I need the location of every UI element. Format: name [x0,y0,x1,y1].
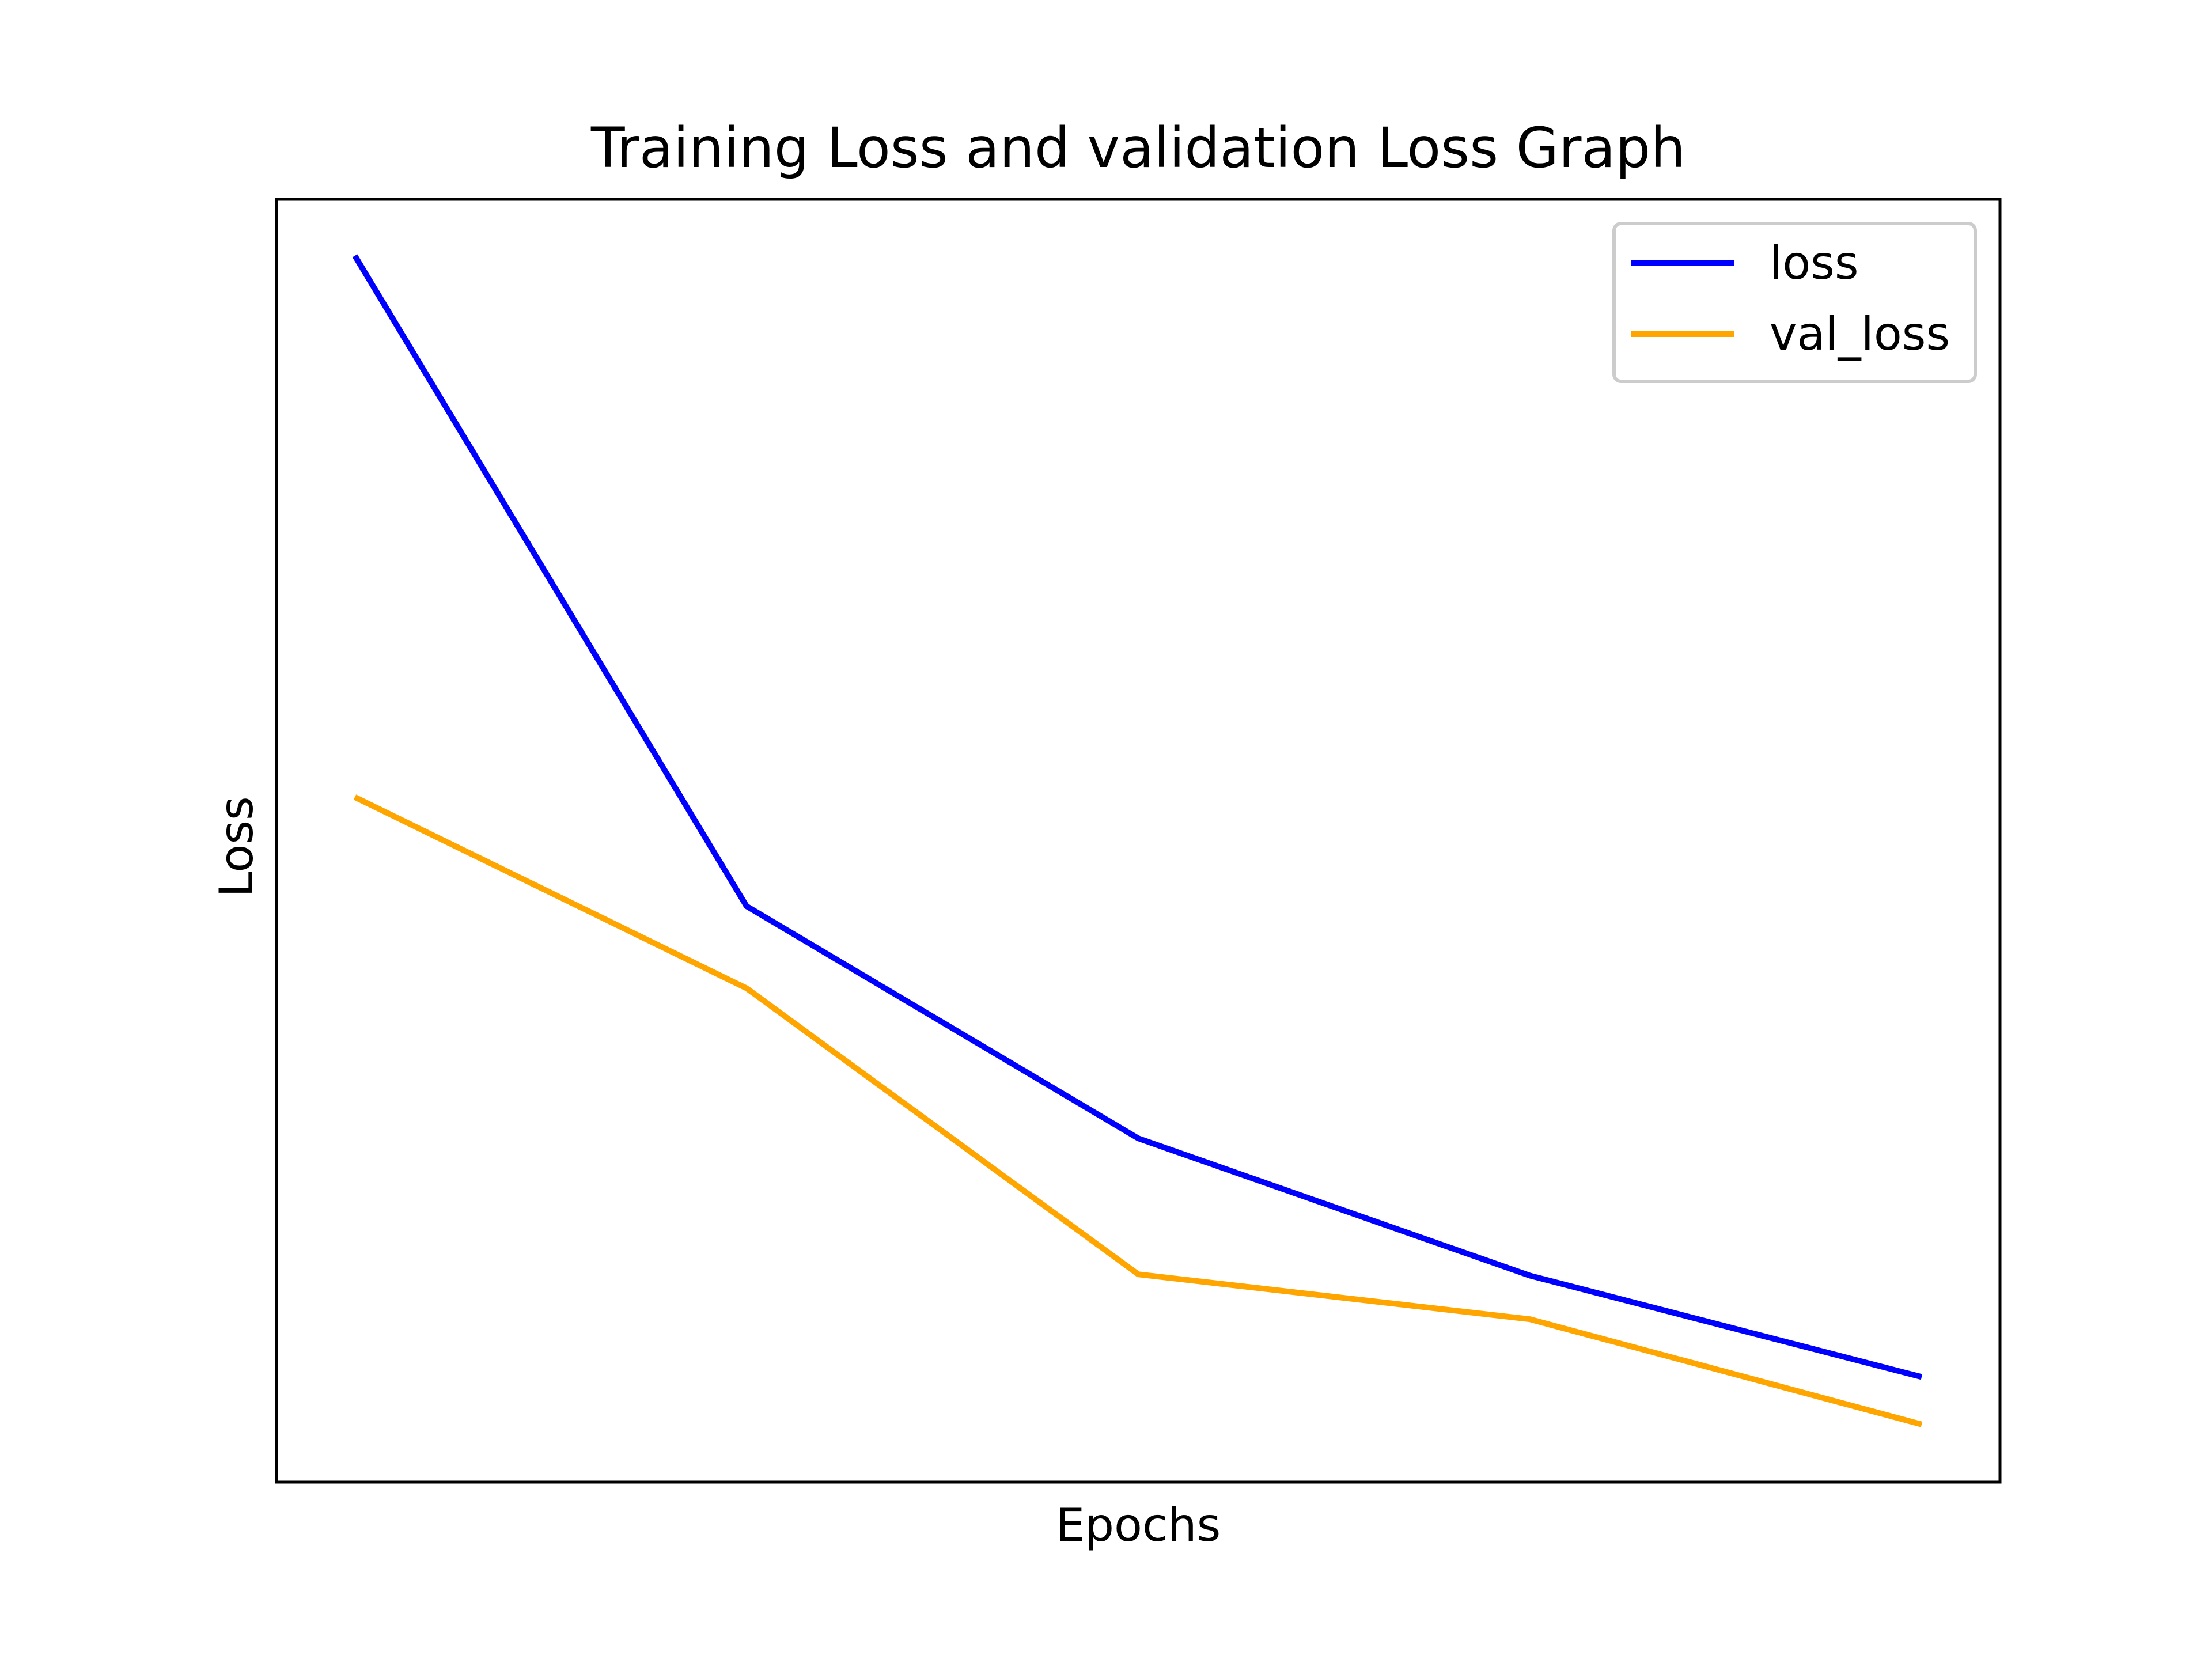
series-line-loss [352,254,1923,1380]
legend-label-val-loss: val_loss [1770,307,1950,361]
series-layer [352,254,1923,1427]
series-line-val-loss [353,794,1923,1427]
x-axis-label: Epochs [1056,1498,1221,1552]
plot-frame [275,198,2002,1484]
legend: loss val_loss [1612,222,1977,383]
chart-title: Training Loss and validation Loss Graph [590,116,1685,180]
legend-label-loss: loss [1770,236,1859,290]
y-axis-label: Loss [210,796,263,897]
